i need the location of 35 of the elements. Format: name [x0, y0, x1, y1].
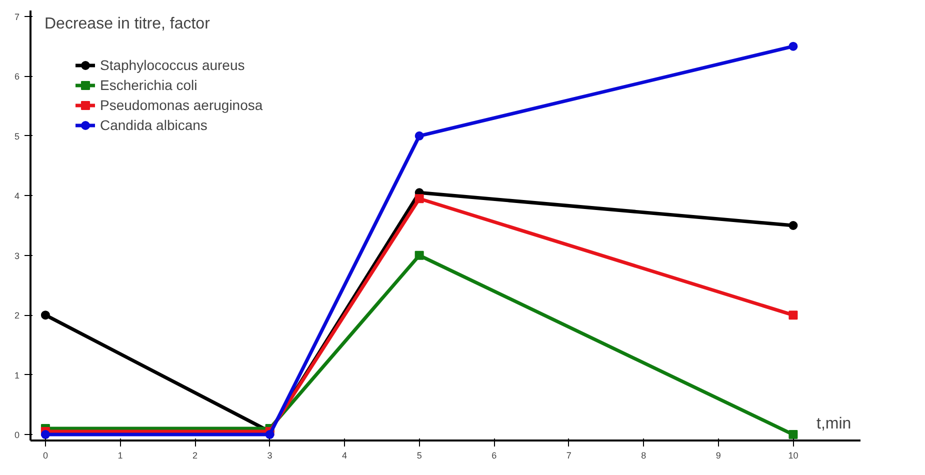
y-tick-label: 5 [14, 131, 20, 142]
y-axis-title: Decrease in titre, factor [44, 16, 211, 32]
x-tick-label: 3 [267, 450, 272, 460]
x-tick-label: 4 [342, 450, 348, 460]
y-tick-label: 2 [14, 310, 20, 321]
y-tick-label: 3 [14, 250, 20, 261]
legend-label: Pseudomonas aeruginosa [100, 97, 263, 113]
point [788, 42, 798, 51]
point [788, 310, 798, 320]
x-tick-label: 10 [788, 450, 798, 460]
point [788, 430, 798, 440]
x-tick-label: 7 [566, 450, 572, 460]
x-axis-title: t,min [816, 416, 852, 432]
point [414, 250, 424, 260]
y-tick-label: 6 [14, 72, 20, 82]
x-tick-label: 6 [492, 450, 497, 460]
x-tick-label: 2 [192, 450, 198, 460]
point [414, 194, 424, 204]
y-tick-label: 7 [14, 12, 20, 22]
point [40, 310, 50, 320]
x-tick-label: 0 [42, 450, 48, 460]
x-tick-label: 9 [716, 450, 721, 460]
legend-label: Escherichia coli [100, 77, 198, 93]
legend-label: Candida albicans [100, 117, 208, 133]
point [40, 430, 50, 440]
point [414, 131, 424, 140]
point [265, 430, 274, 440]
legend-label: Staphylococcus aureus [100, 57, 245, 73]
x-tick-label: 1 [118, 450, 123, 460]
point [788, 221, 798, 230]
x-tick-label: 5 [416, 450, 422, 460]
x-tick-label: 8 [641, 450, 646, 460]
y-tick-label: 0 [14, 430, 20, 440]
y-tick-label: 4 [14, 191, 20, 202]
y-tick-label: 1 [14, 370, 20, 380]
